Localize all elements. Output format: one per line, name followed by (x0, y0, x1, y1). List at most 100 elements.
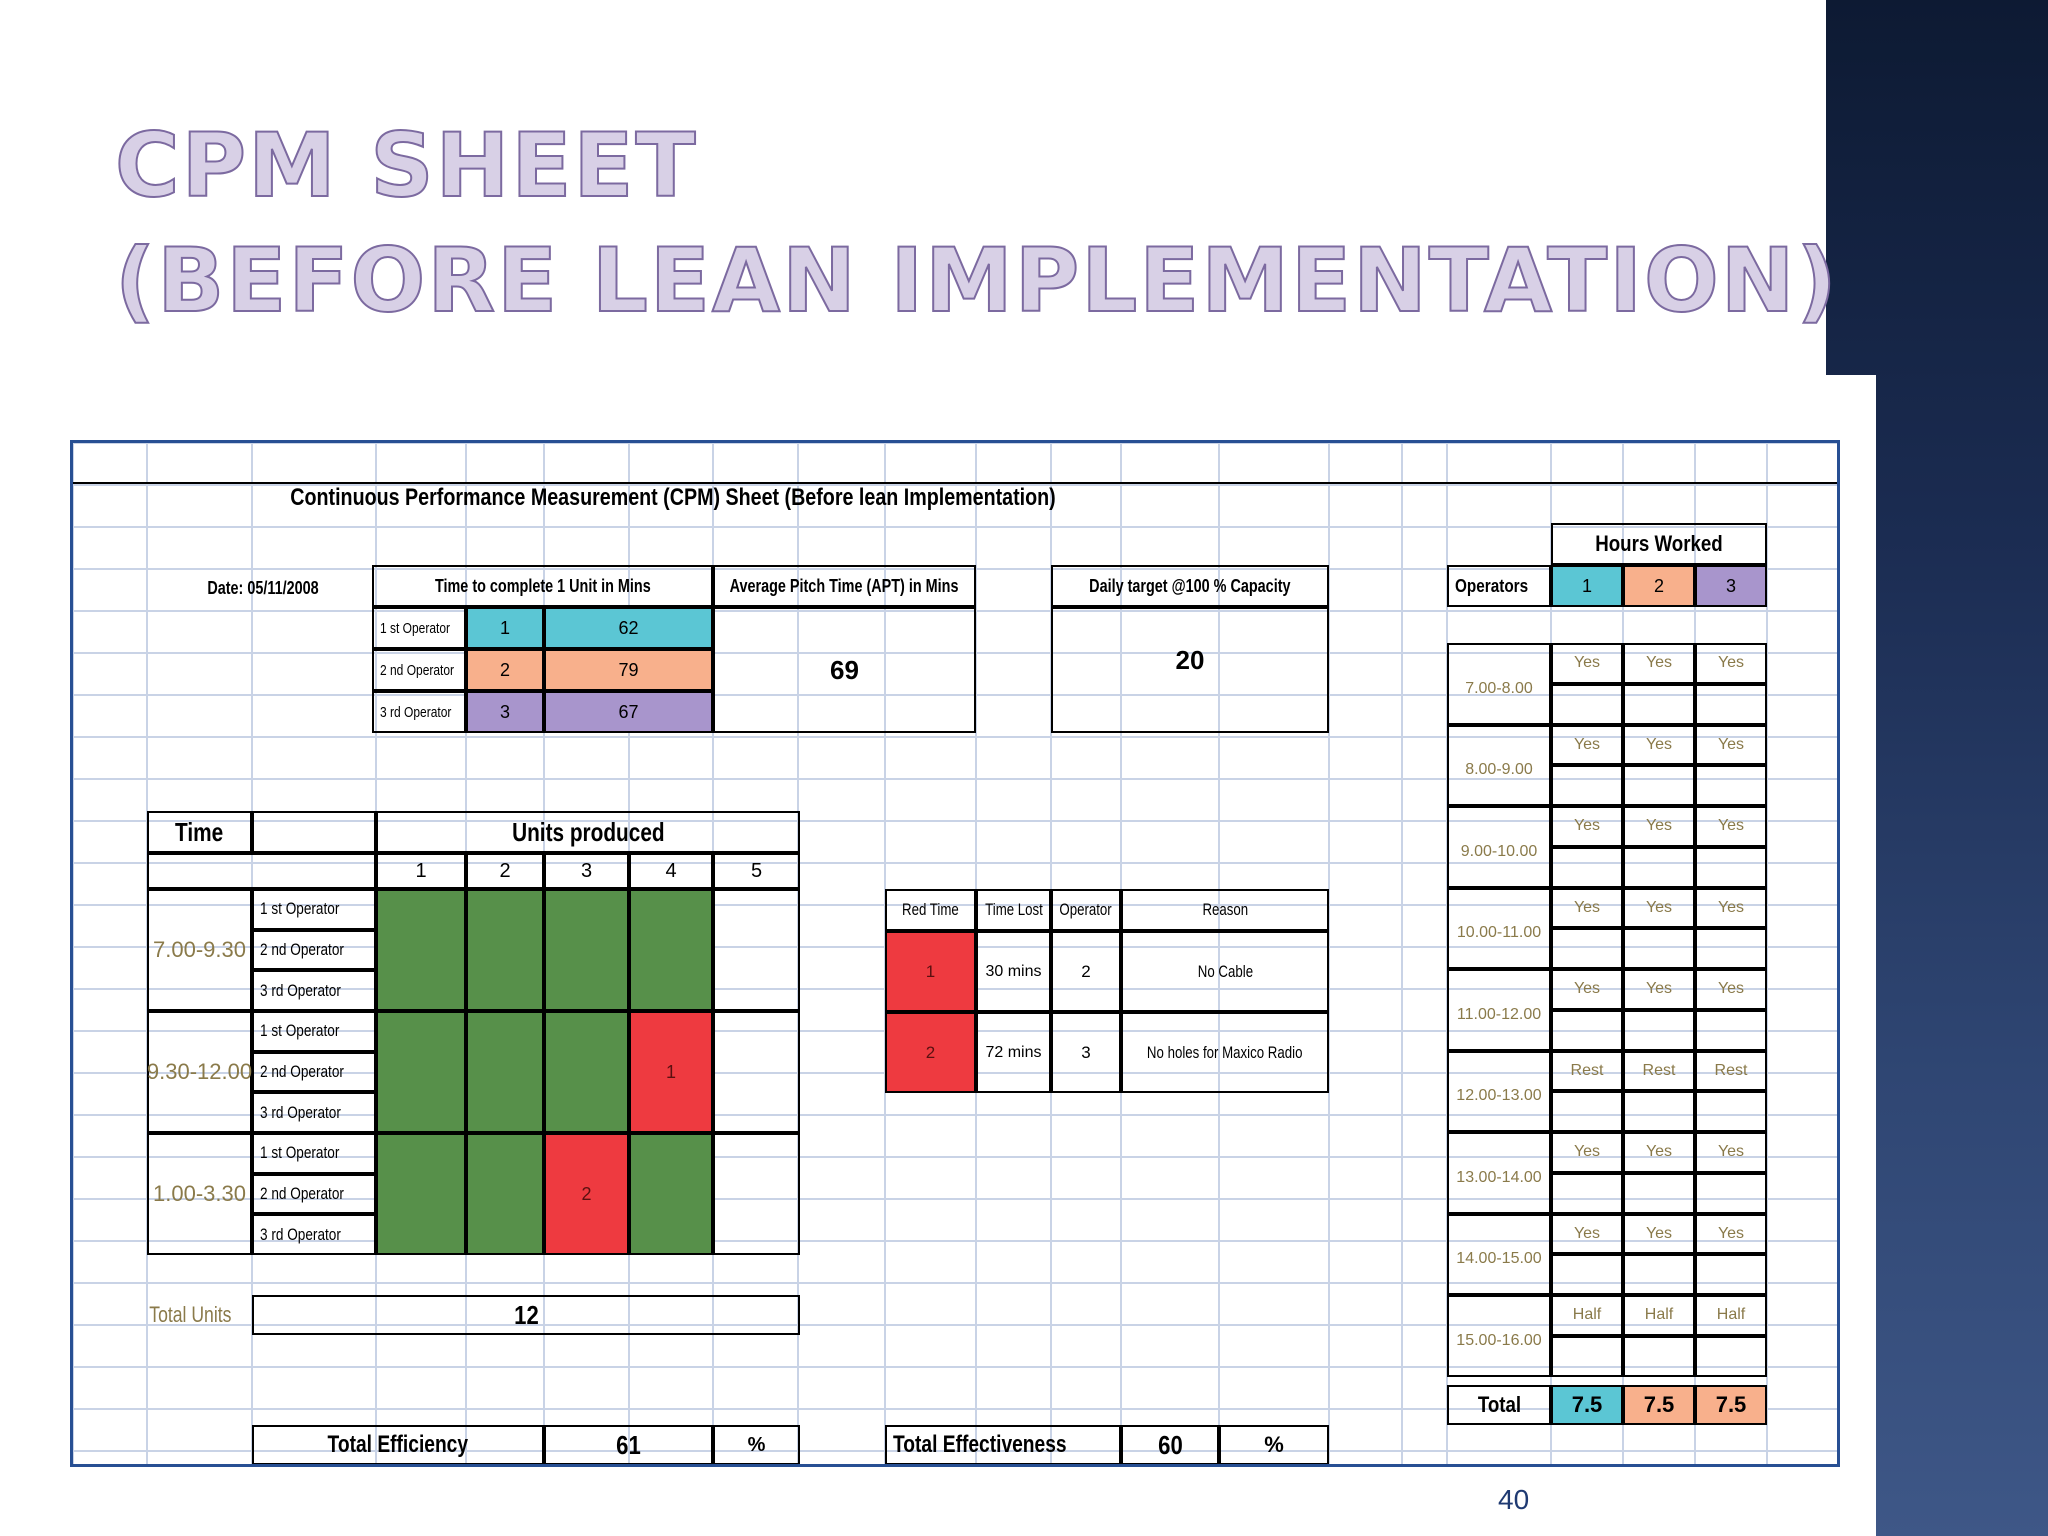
units-cell-green (466, 1011, 544, 1133)
cpm-sheet-image: Continuous Performance Measurement (CPM)… (70, 440, 1840, 1467)
hours-slot-value: Yes (1623, 969, 1695, 1010)
hours-slot-value: Yes (1695, 1213, 1767, 1255)
hours-slot-blank (1551, 683, 1623, 725)
hours-slot-value: Yes (1695, 969, 1767, 1010)
hours-slot-value: Half (1695, 1295, 1767, 1336)
hours-slot-blank (1623, 846, 1695, 888)
units-produced-header-text: Units produced (511, 816, 665, 847)
hours-slot-time: 13.00-14.00 (1447, 1132, 1551, 1214)
hours-slot-blank (1623, 683, 1695, 725)
ttc-operator-3-label: 3 rd Operator (372, 691, 466, 733)
hours-slot-blank (1695, 1091, 1767, 1132)
ttc-operator-3-number: 3 (466, 691, 544, 733)
units-operator-label-text: 3 rd Operator (260, 980, 341, 1000)
units-column-header: 3 (544, 853, 629, 889)
units-cell-empty (713, 1011, 800, 1133)
ttc-operator-2-minutes: 79 (544, 649, 713, 691)
hours-slot-blank (1623, 1254, 1695, 1295)
units-cell-red: 2 (544, 1133, 629, 1255)
units-cell-green (376, 1011, 466, 1133)
hours-slot-value: Yes (1551, 806, 1623, 847)
hours-slot-blank (1551, 928, 1623, 969)
hours-slot-blank (1623, 1172, 1695, 1214)
units-period-time: 1.00-3.30 (147, 1133, 252, 1255)
units-cell-green (466, 889, 544, 1011)
red-time-header-text: Red Time (902, 900, 959, 919)
total-effectiveness-value: 60 (1121, 1425, 1219, 1464)
hours-slot-blank (1551, 1254, 1623, 1295)
units-column-spacer (147, 853, 376, 889)
red-time-header-text: Time Lost (984, 900, 1043, 919)
hours-slot-blank (1695, 765, 1767, 806)
hours-slot-value: Half (1551, 1295, 1623, 1336)
hours-slot-value: Yes (1551, 1132, 1623, 1173)
red-time-header: Time Lost (976, 889, 1051, 931)
operators-label: Operators (1447, 565, 1551, 607)
hours-slot-value: Rest (1623, 1050, 1695, 1092)
red-time-reason: No Cable (1121, 931, 1329, 1012)
units-cell-green (376, 1133, 466, 1255)
hours-slot-blank (1623, 1009, 1695, 1051)
hours-slot-time: 14.00-15.00 (1447, 1213, 1551, 1295)
units-operator-label: 3 rd Operator (252, 1092, 376, 1133)
hours-slot-time: 12.00-13.00 (1447, 1050, 1551, 1132)
ttc-operator-3-minutes: 67 (544, 691, 713, 733)
total-effectiveness-label: Total Effectiveness (885, 1425, 1121, 1464)
hours-slot-value: Yes (1623, 806, 1695, 847)
total-efficiency-value: 61 (544, 1425, 713, 1464)
total-units-value: 12 (252, 1295, 800, 1335)
daily-target-header-text: Daily target @100 % Capacity (1089, 575, 1291, 596)
red-time-header: Red Time (885, 889, 976, 931)
units-produced-header: Units produced (376, 811, 800, 853)
ttc-operator-3-label-text: 3 rd Operator (380, 703, 452, 721)
daily-target-value: 20 (1051, 607, 1329, 733)
red-time-operator: 2 (1051, 931, 1121, 1012)
operators-label-text: Operators (1455, 575, 1529, 596)
units-time-header-text: Time (175, 816, 224, 847)
hours-slot-blank (1695, 683, 1767, 725)
hours-slot-blank (1623, 928, 1695, 969)
hours-slot-time: 8.00-9.00 (1447, 724, 1551, 806)
hours-slot-value: Yes (1551, 724, 1623, 766)
units-header-spacer (252, 811, 376, 853)
units-cell-empty (713, 1133, 800, 1255)
units-operator-label: 1 st Operator (252, 1133, 376, 1174)
units-operator-label: 2 nd Operator (252, 1173, 376, 1215)
ttc-operator-2-label: 2 nd Operator (372, 649, 466, 691)
red-time-header: Operator (1051, 889, 1121, 931)
hours-slot-blank (1551, 1172, 1623, 1214)
hours-slot-blank (1551, 1009, 1623, 1051)
hours-total-operator-3: 7.5 (1695, 1385, 1767, 1425)
hours-total-operator-2: 7.5 (1623, 1385, 1695, 1425)
red-time-operator: 3 (1051, 1012, 1121, 1093)
units-column-header: 5 (713, 853, 800, 889)
units-operator-label-text: 1 st Operator (260, 899, 340, 919)
hours-slot-value: Yes (1695, 887, 1767, 929)
units-cell-green (629, 889, 713, 1011)
apt-header-text: Average Pitch Time (APT) in Mins (730, 575, 959, 596)
hours-slot-blank (1623, 1091, 1695, 1132)
hours-slot-blank (1695, 928, 1767, 969)
slide-title-line-2: (Before Lean Implementation) (114, 228, 1839, 333)
apt-header: Average Pitch Time (APT) in Mins (713, 565, 976, 607)
hours-slot-value: Yes (1623, 724, 1695, 766)
hours-slot-blank (1551, 846, 1623, 888)
red-time-reason: No holes for Maxico Radio (1121, 1012, 1329, 1093)
units-time-header: Time (147, 811, 252, 853)
red-time-id: 1 (885, 931, 976, 1012)
ttc-operator-2-label-text: 2 nd Operator (380, 661, 455, 679)
hours-slot-blank (1551, 1091, 1623, 1132)
red-time-lost: 72 mins (976, 1012, 1051, 1093)
units-period-time: 9.30-12.00 (147, 1011, 252, 1133)
operator-2-header: 2 (1623, 565, 1695, 607)
hours-worked-header: Hours Worked (1551, 523, 1767, 565)
red-time-header-text: Operator (1059, 900, 1113, 919)
hours-slot-blank (1623, 765, 1695, 806)
units-cell-green (544, 1011, 629, 1133)
ttc-operator-1-label-text: 1 st Operator (380, 619, 451, 637)
operator-3-header: 3 (1695, 565, 1767, 607)
hours-total-label-text: Total (1477, 1392, 1521, 1417)
total-efficiency-label-text: Total Efficiency (327, 1431, 469, 1458)
units-operator-label-text: 2 nd Operator (260, 939, 344, 959)
hours-slot-blank (1551, 765, 1623, 806)
